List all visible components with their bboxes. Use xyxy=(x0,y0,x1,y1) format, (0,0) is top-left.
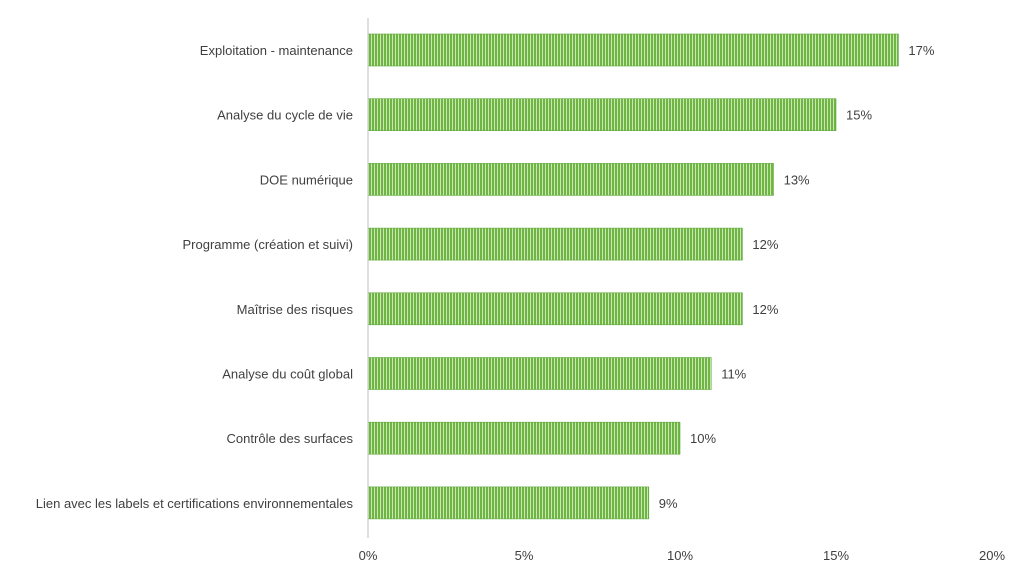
bars-layer xyxy=(367,33,899,520)
bar xyxy=(367,486,650,520)
data-label: 17% xyxy=(908,43,934,58)
category-label: Analyse du coût global xyxy=(222,367,353,382)
category-label: Lien avec les labels et certifications e… xyxy=(36,496,354,511)
bar xyxy=(367,163,774,196)
data-label: 12% xyxy=(752,302,778,317)
x-tick-label: 15% xyxy=(823,548,849,563)
data-label: 12% xyxy=(752,237,778,252)
x-tick-label: 20% xyxy=(979,548,1005,563)
bar xyxy=(367,98,837,131)
data-label: 13% xyxy=(784,172,810,187)
category-label: Maîtrise des risques xyxy=(237,302,354,317)
data-labels-layer: 17% 15% 13% 12% 12% 11% 10% 9% xyxy=(659,43,935,511)
data-label: 10% xyxy=(690,431,716,446)
category-label: Programme (création et suivi) xyxy=(183,237,354,252)
x-tick-label: 10% xyxy=(667,548,693,563)
category-label: Exploitation - maintenance xyxy=(200,43,353,58)
data-label: 11% xyxy=(721,367,746,382)
x-tick-label: 5% xyxy=(515,548,534,563)
x-tick-labels-layer: 0% 5% 10% 15% 20% xyxy=(359,548,1006,563)
data-label: 9% xyxy=(659,496,678,511)
category-label: Contrôle des surfaces xyxy=(227,431,354,446)
category-labels-layer: Exploitation - maintenance Analyse du cyc… xyxy=(36,43,354,511)
bar xyxy=(367,292,743,326)
bar xyxy=(367,227,743,261)
bar xyxy=(367,421,681,455)
category-label: DOE numérique xyxy=(260,172,353,187)
bar xyxy=(367,33,899,67)
x-tick-label: 0% xyxy=(359,548,378,563)
bar xyxy=(367,357,712,390)
category-label: Analyse du cycle de vie xyxy=(217,108,353,123)
data-label: 15% xyxy=(846,108,872,123)
